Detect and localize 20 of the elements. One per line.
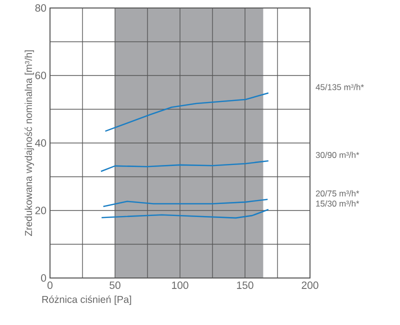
y-tick-label: 20 <box>35 206 46 214</box>
line-series <box>104 92 270 132</box>
x-axis-title: Różnica ciśnień [Pa] <box>42 296 132 305</box>
text: 20/75 m³/h* <box>316 190 360 196</box>
line-series <box>100 208 270 219</box>
x-tick-label: 150 <box>237 282 254 289</box>
line-series <box>100 160 270 172</box>
x-tick-label: 0 <box>47 282 52 289</box>
x-tick-label: 50 <box>110 282 120 289</box>
y-tick-label: 0 <box>41 274 46 282</box>
text: 30/90 m³/h* <box>316 152 360 158</box>
y-tick-label: 40 <box>35 139 46 147</box>
y-tick-label: 60 <box>35 72 46 80</box>
y-axis-title: Zredukowana wydajność nominalna [m³/h] <box>24 50 34 236</box>
y-tick-label: 80 <box>35 4 46 12</box>
x-tick-label: 100 <box>172 282 188 289</box>
text: 15/30 m³/h* <box>316 200 360 207</box>
line-series <box>102 198 268 208</box>
x-tick-label: 200 <box>302 282 318 289</box>
text: 45/135 m³/h* <box>316 84 364 90</box>
